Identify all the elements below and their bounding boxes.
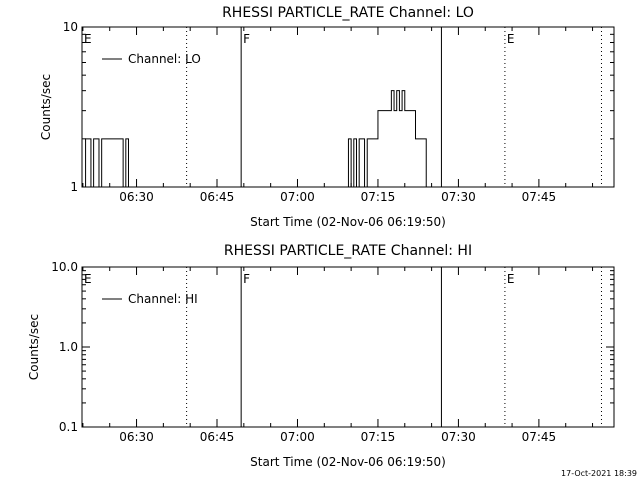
ylabel-lo: Counts/sec xyxy=(39,74,53,140)
title-hi: RHESSI PARTICLE_RATE Channel: HI xyxy=(224,243,472,259)
plot-area-lo: 06:30 06:45 07:00 07:15 07:30 07:45 1 10 E F E xyxy=(63,20,615,204)
event-label-lo-4: E xyxy=(507,32,515,46)
x-tick-label-hi-3: 07:15 xyxy=(361,430,396,444)
x-tick-label-lo-4: 07:30 xyxy=(441,190,476,204)
x-tick-label-hi-0: 06:30 xyxy=(119,430,154,444)
y-tick-label-lo-0: 1 xyxy=(70,180,78,194)
y-tick-label-hi-0: 10.0 xyxy=(51,260,78,274)
event-label-hi-4: E xyxy=(507,272,515,286)
x-tick-label-lo-0: 06:30 xyxy=(119,190,154,204)
xlabel-lo: Start Time (02-Nov-06 06:19:50) xyxy=(250,215,446,229)
event-label-hi-0: E xyxy=(84,272,92,286)
event-label-hi-2: F xyxy=(243,272,250,286)
legend-hi: Channel: HI xyxy=(102,292,198,306)
y-tick-label-lo-1: 10 xyxy=(63,20,78,34)
x-tick-label-hi-5: 07:45 xyxy=(522,430,557,444)
legend-lo: Channel: LO xyxy=(102,52,201,66)
x-tick-label-lo-1: 06:45 xyxy=(200,190,235,204)
y-tick-label-hi-2: 0.1 xyxy=(59,420,78,434)
y-tick-label-hi-1: 1.0 xyxy=(59,340,78,354)
plot-area-hi: 06:30 06:45 07:00 07:15 07:30 07:45 10.0 1.0 0.1… xyxy=(51,260,615,444)
x-tick-label-lo-3: 07:15 xyxy=(361,190,396,204)
panel-lo: RHESSI PARTICLE_RATE Channel: LO Counts/… xyxy=(39,5,615,229)
timestamp: 17-Oct-2021 18:39 xyxy=(561,469,637,478)
x-tick-label-hi-1: 06:45 xyxy=(200,430,235,444)
x-tick-label-hi-4: 07:30 xyxy=(441,430,476,444)
event-label-lo-0: E xyxy=(84,32,92,46)
event-label-lo-2: F xyxy=(243,32,250,46)
legend-label-lo: Channel: LO xyxy=(128,52,201,66)
series-line-lo-0 xyxy=(82,90,614,188)
xlabel-hi: Start Time (02-Nov-06 06:19:50) xyxy=(250,455,446,469)
x-tick-label-lo-2: 07:00 xyxy=(280,190,315,204)
x-tick-label-lo-5: 07:45 xyxy=(522,190,557,204)
x-tick-label-hi-2: 07:00 xyxy=(280,430,315,444)
title-lo: RHESSI PARTICLE_RATE Channel: LO xyxy=(222,5,474,21)
ylabel-hi: Counts/sec xyxy=(27,314,41,380)
legend-label-hi: Channel: HI xyxy=(128,292,198,306)
panel-hi: RHESSI PARTICLE_RATE Channel: HI Counts/… xyxy=(27,243,615,469)
